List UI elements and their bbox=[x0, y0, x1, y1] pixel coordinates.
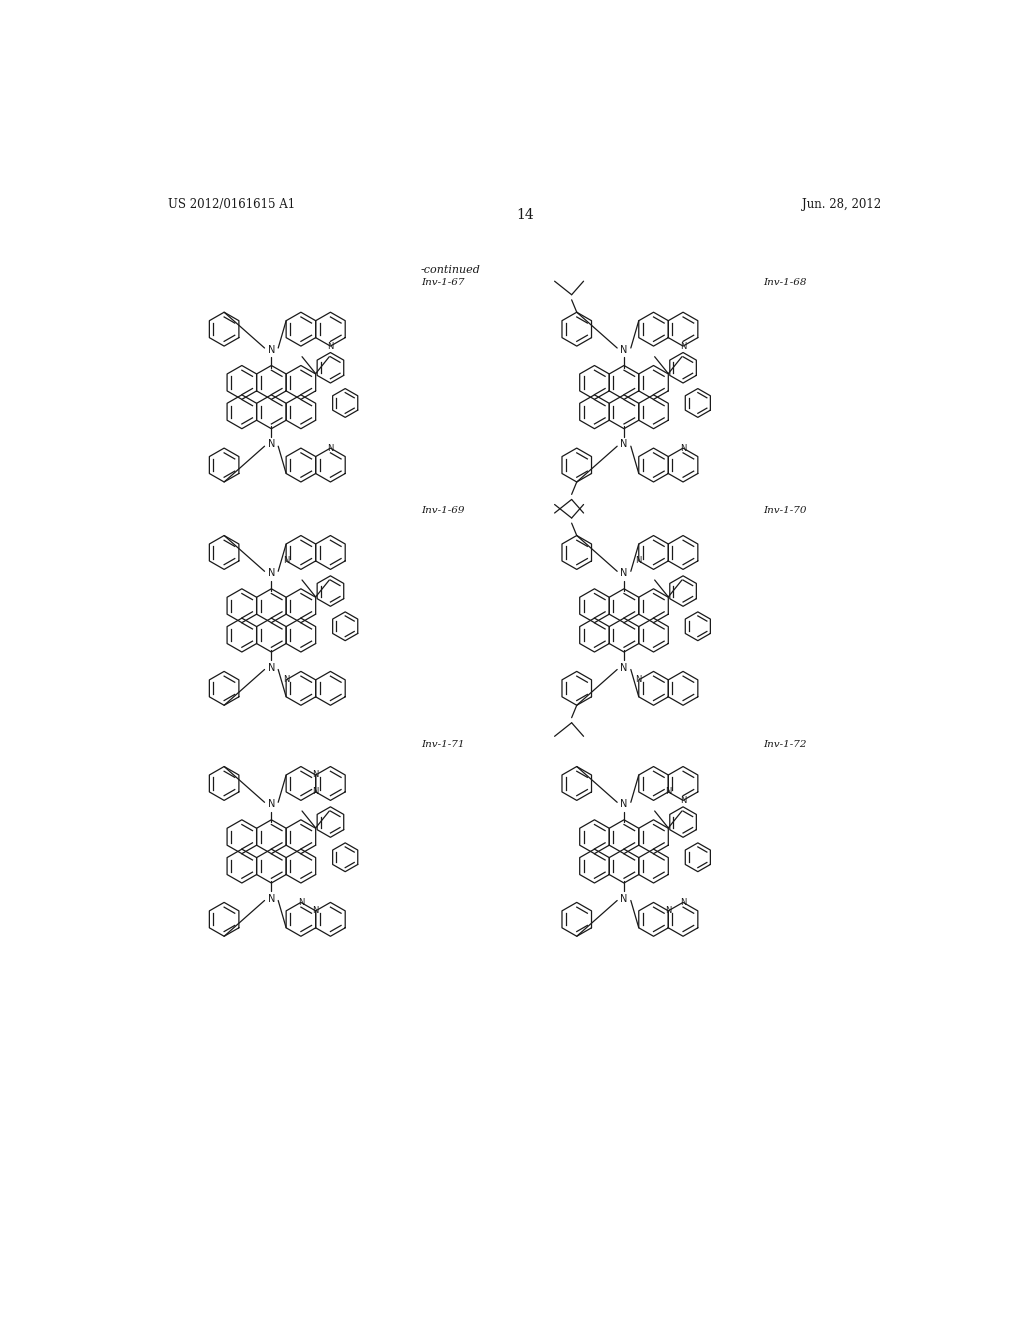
Text: -continued: -continued bbox=[421, 264, 481, 275]
Text: N: N bbox=[283, 676, 290, 684]
Text: N: N bbox=[621, 799, 628, 809]
Text: N: N bbox=[666, 907, 672, 915]
Text: Inv-1-70: Inv-1-70 bbox=[764, 507, 807, 515]
Text: N: N bbox=[680, 796, 686, 805]
Text: N: N bbox=[312, 788, 318, 796]
Text: N: N bbox=[328, 444, 334, 453]
Text: N: N bbox=[283, 557, 290, 565]
Text: Inv-1-68: Inv-1-68 bbox=[764, 277, 807, 286]
Text: Inv-1-69: Inv-1-69 bbox=[421, 507, 465, 515]
Text: N: N bbox=[267, 440, 275, 450]
Text: N: N bbox=[636, 676, 642, 684]
Text: N: N bbox=[621, 894, 628, 904]
Text: N: N bbox=[298, 898, 304, 907]
Text: N: N bbox=[267, 663, 275, 673]
Text: N: N bbox=[680, 444, 686, 453]
Text: N: N bbox=[328, 342, 334, 351]
Text: N: N bbox=[267, 894, 275, 904]
Text: N: N bbox=[267, 568, 275, 578]
Text: Jun. 28, 2012: Jun. 28, 2012 bbox=[802, 198, 882, 211]
Text: US 2012/0161615 A1: US 2012/0161615 A1 bbox=[168, 198, 296, 211]
Text: N: N bbox=[636, 557, 642, 565]
Text: N: N bbox=[680, 898, 686, 907]
Text: N: N bbox=[312, 771, 318, 780]
Text: N: N bbox=[680, 342, 686, 351]
Text: Inv-1-72: Inv-1-72 bbox=[764, 739, 807, 748]
Text: Inv-1-67: Inv-1-67 bbox=[421, 277, 465, 286]
Text: N: N bbox=[666, 788, 672, 796]
Text: N: N bbox=[621, 568, 628, 578]
Text: N: N bbox=[621, 440, 628, 450]
Text: N: N bbox=[621, 345, 628, 355]
Text: N: N bbox=[621, 663, 628, 673]
Text: N: N bbox=[267, 345, 275, 355]
Text: Inv-1-71: Inv-1-71 bbox=[421, 739, 465, 748]
Text: N: N bbox=[267, 799, 275, 809]
Text: 14: 14 bbox=[516, 209, 534, 223]
Text: N: N bbox=[312, 907, 318, 915]
